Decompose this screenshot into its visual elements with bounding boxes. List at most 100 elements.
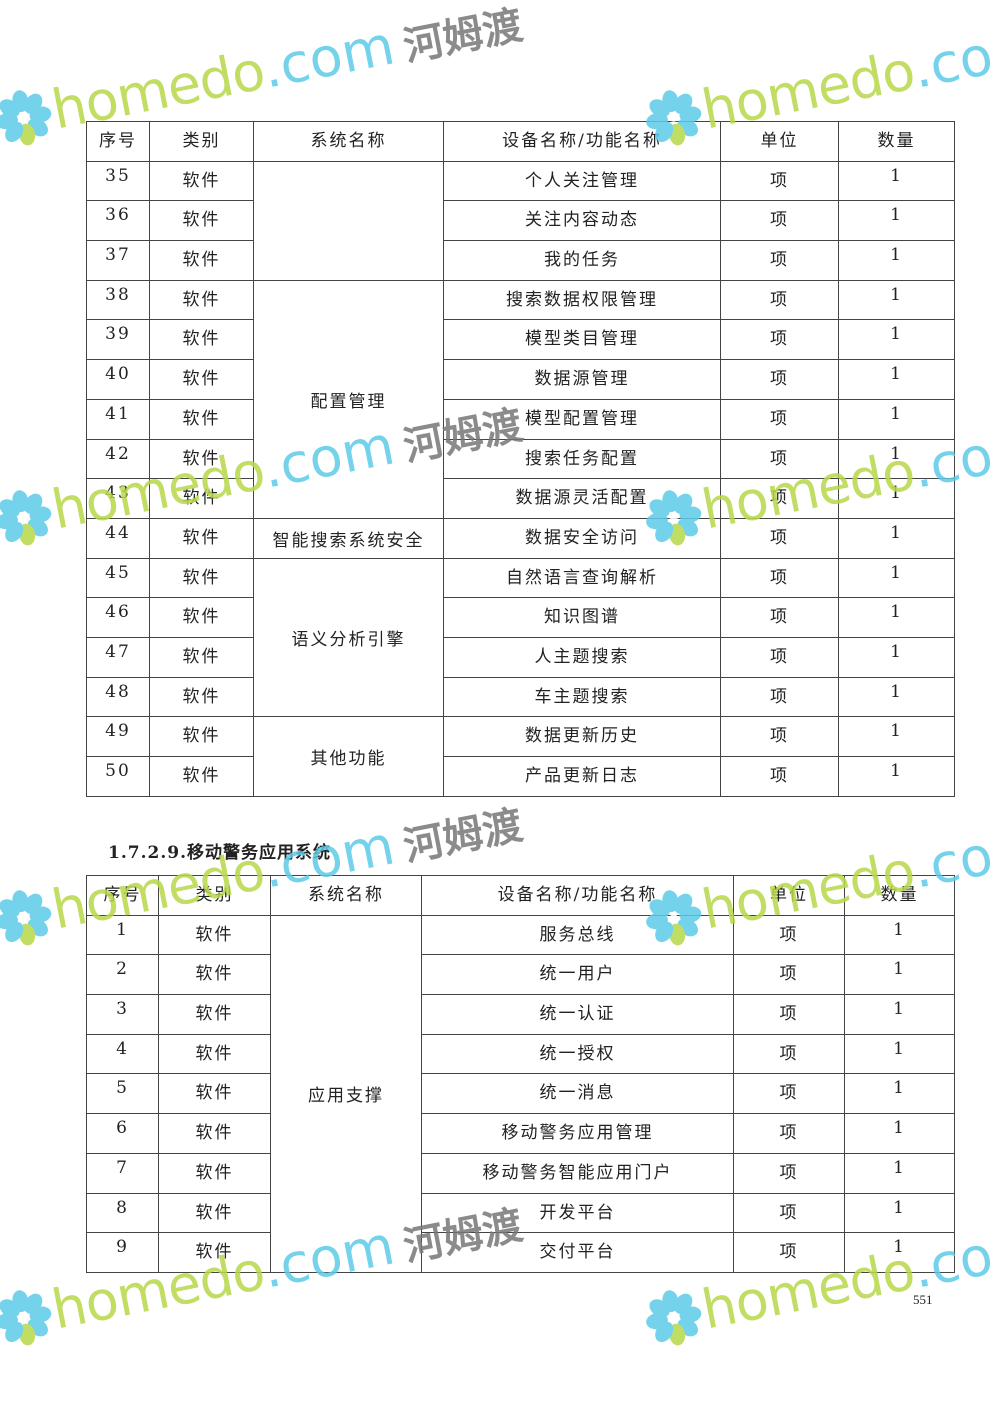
category: 软件 — [149, 756, 254, 797]
header-row: 序号 类别 系统名称 设备名称/功能名称 单位 数量 — [86, 875, 955, 916]
row-number: 42 — [86, 438, 150, 480]
unit: 项 — [733, 994, 845, 1035]
function-name: 移动警务智能应用门户 — [421, 1152, 734, 1194]
table-row: 2 软件 统一用户项 1 — [86, 954, 955, 996]
function-name: 搜索数据权限管理 — [443, 279, 721, 321]
table-row: 40 软件 数据源管理项 1 — [86, 359, 955, 400]
page-number: 551 — [913, 1292, 933, 1307]
unit: 项 — [720, 200, 839, 242]
flower-logo-icon — [0, 1290, 52, 1346]
unit: 项 — [720, 160, 839, 202]
row-number: 8 — [86, 1192, 159, 1234]
function-name: 自然语言查询解析 — [443, 557, 721, 599]
system-name: 其他功能 — [253, 716, 444, 797]
quantity: 1 — [838, 676, 955, 718]
category: 软件 — [149, 160, 254, 202]
table-row: 1 软件 应用支撑 服务总线项 1 — [86, 914, 955, 1273]
category: 软件 — [149, 279, 254, 321]
quantity: 1 — [838, 478, 955, 519]
table-row: 47 软件 人主题搜索项 1 — [86, 636, 955, 678]
column-header: 数量 — [844, 875, 955, 916]
quantity: 1 — [844, 1033, 955, 1075]
row-number: 9 — [86, 1232, 159, 1273]
quantity: 1 — [838, 240, 955, 281]
function-name: 数据安全访问 — [443, 517, 721, 559]
category: 软件 — [149, 597, 254, 638]
function-name: 数据更新历史 — [443, 716, 721, 757]
function-name: 知识图谱 — [443, 597, 721, 638]
table-row: 8 软件 开发平台项 1 — [86, 1192, 955, 1234]
column-header: 系统名称 — [270, 875, 422, 916]
row-number: 44 — [86, 517, 150, 559]
unit: 项 — [720, 756, 839, 797]
quantity: 1 — [838, 319, 955, 361]
table-row: 50 软件 产品更新日志项 1 — [86, 756, 955, 797]
watermark-domain: .com — [257, 13, 400, 101]
function-name: 我的任务 — [443, 240, 721, 281]
flower-logo-icon — [0, 890, 52, 946]
quantity: 1 — [838, 756, 955, 797]
row-number: 7 — [86, 1152, 159, 1194]
row-number: 39 — [86, 319, 150, 361]
quantity: 1 — [838, 517, 955, 559]
watermark-domain: .com — [907, 13, 993, 101]
row-number: 45 — [86, 557, 150, 599]
quantity: 1 — [844, 994, 955, 1035]
row-number: 46 — [86, 597, 150, 638]
category: 软件 — [149, 200, 254, 242]
quantity: 1 — [838, 359, 955, 400]
category: 软件 — [149, 636, 254, 678]
row-number: 41 — [86, 398, 150, 440]
row-number: 48 — [86, 676, 150, 718]
function-name: 开发平台 — [421, 1192, 734, 1234]
header-row: 序号 类别 系统名称 设备名称/功能名称 单位 数量 — [86, 121, 955, 162]
system-name: 应用支撑 — [270, 914, 422, 1273]
function-name: 人主题搜索 — [443, 636, 721, 678]
column-header: 系统名称 — [253, 121, 444, 162]
quantity: 1 — [838, 716, 955, 757]
unit: 项 — [720, 636, 839, 678]
table-row: 3 软件 统一认证项 1 — [86, 994, 955, 1035]
category: 软件 — [158, 954, 271, 996]
unit: 项 — [720, 359, 839, 400]
watermark-chinese: 河姆渡 — [399, 802, 527, 871]
column-header: 数量 — [838, 121, 955, 162]
row-number: 3 — [86, 994, 159, 1035]
category: 软件 — [158, 1033, 271, 1075]
table-row: 4 软件 统一授权项 1 — [86, 1033, 955, 1075]
function-name: 移动警务应用管理 — [421, 1113, 734, 1154]
function-name: 个人关注管理 — [443, 160, 721, 202]
quantity: 1 — [838, 398, 955, 440]
function-name: 服务总线 — [421, 914, 734, 956]
row-number: 38 — [86, 279, 150, 321]
category: 软件 — [149, 438, 254, 480]
quantity: 1 — [838, 636, 955, 678]
unit: 项 — [720, 676, 839, 718]
quantity: 1 — [838, 557, 955, 599]
function-name: 模型类目管理 — [443, 319, 721, 361]
unit: 项 — [720, 517, 839, 559]
system-name: 配置管理 — [253, 279, 444, 519]
row-number: 4 — [86, 1033, 159, 1075]
row-number: 37 — [86, 240, 150, 281]
quantity: 1 — [838, 438, 955, 480]
row-number: 6 — [86, 1113, 159, 1154]
unit: 项 — [720, 319, 839, 361]
row-number: 36 — [86, 200, 150, 242]
row-number: 2 — [86, 954, 159, 996]
column-header: 设备名称/功能名称 — [421, 875, 734, 916]
category: 软件 — [149, 716, 254, 757]
column-header: 类别 — [149, 121, 254, 162]
table-row: 44 软件 智能搜索系统安全 数据安全访问项 1 — [86, 517, 955, 559]
function-name: 数据源灵活配置 — [443, 478, 721, 519]
quantity: 1 — [844, 1113, 955, 1154]
column-header: 设备名称/功能名称 — [443, 121, 721, 162]
category: 软件 — [149, 240, 254, 281]
table-row: 36 软件 关注内容动态项 1 — [86, 200, 955, 242]
equipment-table-2: 序号 类别 系统名称 设备名称/功能名称 单位 数量 1 软件 应用支撑 服务总线项 1 2 软件 统一… — [86, 875, 955, 1273]
function-name: 车主题搜索 — [443, 676, 721, 718]
function-name: 统一授权 — [421, 1033, 734, 1075]
row-number: 47 — [86, 636, 150, 678]
quantity: 1 — [844, 1073, 955, 1115]
table-row: 35 软件 个人关注管理项 1 — [86, 160, 955, 281]
